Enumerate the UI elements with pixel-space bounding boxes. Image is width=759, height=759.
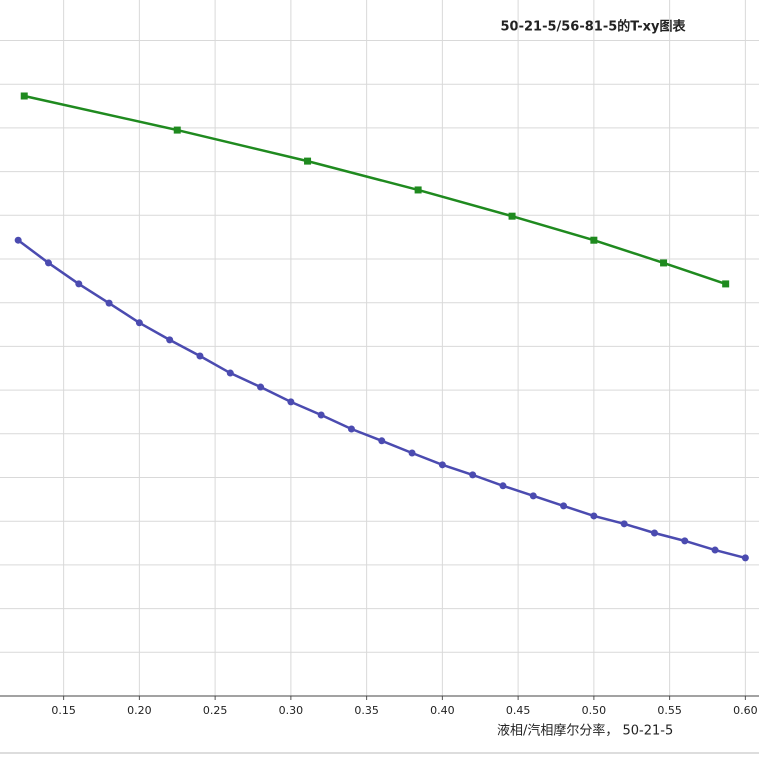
marker (378, 437, 386, 445)
marker (75, 280, 83, 288)
marker (226, 369, 234, 377)
marker (499, 482, 507, 490)
marker (408, 449, 416, 457)
marker (438, 461, 446, 469)
series-line (23, 94, 727, 286)
marker (660, 259, 668, 267)
x-tick-label: 0.45 (506, 704, 531, 717)
marker (257, 383, 265, 391)
x-tick-label: 0.40 (430, 704, 455, 717)
marker (20, 92, 28, 100)
x-tick-label: 0.55 (657, 704, 682, 717)
marker (196, 352, 204, 360)
x-tick-label: 0.35 (354, 704, 379, 717)
x-tick-label: 0.60 (733, 704, 758, 717)
marker (414, 186, 422, 194)
marker (469, 471, 477, 479)
marker (529, 492, 537, 500)
marker (741, 554, 749, 562)
marker (173, 126, 181, 134)
marker (508, 212, 516, 220)
marker (317, 411, 325, 419)
x-tick-label: 0.25 (203, 704, 228, 717)
marker (135, 319, 143, 327)
x-tick-label: 0.15 (51, 704, 76, 717)
marker (711, 546, 719, 554)
marker (722, 280, 730, 288)
marker (590, 236, 598, 244)
marker (560, 502, 568, 510)
marker (44, 259, 52, 267)
x-tick-label: 0.30 (279, 704, 304, 717)
marker (681, 537, 689, 545)
marker (347, 425, 355, 433)
marker (304, 157, 312, 165)
marker (287, 398, 295, 406)
marker (14, 236, 22, 244)
marker (166, 336, 174, 344)
marker (105, 299, 113, 307)
marker (650, 529, 658, 537)
marker (590, 512, 598, 520)
x-tick-label: 0.20 (127, 704, 152, 717)
x-axis-label: 液相/汽相摩尔分率， 50-21-5 (497, 723, 673, 739)
marker (620, 520, 628, 528)
x-tick-label: 0.50 (582, 704, 607, 717)
